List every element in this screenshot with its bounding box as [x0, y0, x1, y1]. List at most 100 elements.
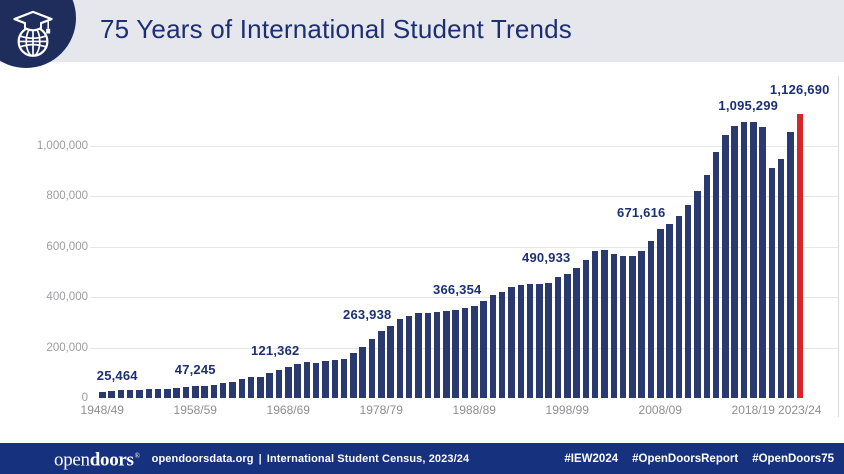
annotation-671616: 671,616 [617, 204, 666, 220]
bar-1998/99 [564, 274, 571, 398]
bar-1966/67 [266, 372, 273, 398]
x-axis-label-2018-19: 2018/19 [731, 403, 775, 417]
bar-1984/85 [433, 311, 441, 398]
bar-1959/60 [201, 385, 208, 398]
bar-1968/69 [285, 367, 292, 398]
annotation-25464: 25,464 [96, 367, 138, 383]
bar-1952/53 [136, 389, 143, 398]
y-axis-label-400000: 400,000 [46, 291, 88, 304]
y-axis-label-800000: 800,000 [46, 190, 88, 203]
bar-1988/89 [471, 305, 478, 398]
y-axis-label-600000: 600,000 [46, 240, 88, 253]
bar-2005/06 [629, 255, 636, 398]
x-axis-label-2023-24: 2023/24 [778, 403, 822, 417]
bar-1964/65 [247, 377, 255, 398]
bar-2006/07 [638, 251, 645, 398]
opendoors-logo: opendoors® [54, 447, 140, 471]
bar-1993/94 [517, 284, 524, 398]
bar-1954/55 [154, 389, 162, 398]
bar-2022/23 [787, 131, 794, 398]
bar-2010/11 [675, 215, 683, 398]
bar-2012/13 [694, 191, 701, 398]
bar-2020/21 [768, 167, 776, 398]
annotation-1126690: 1,126,690 [769, 82, 830, 98]
hashtag-1: #IEW2024 [564, 452, 619, 465]
x-axis-label-1958-59: 1958/59 [173, 403, 217, 417]
annotation-1095299: 1,095,299 [718, 97, 779, 113]
source-census: International Student Census, 2023/24 [266, 452, 470, 465]
x-axis-label-1978-79: 1978/79 [359, 403, 403, 417]
bar-2018/19 [750, 121, 757, 398]
gridline-800000 [90, 196, 838, 198]
bar-2000/01 [582, 259, 590, 398]
source-site: opendoorsdata.org [151, 452, 254, 465]
plot-right-border [838, 76, 839, 417]
bar-1962/63 [229, 381, 236, 398]
registered-mark-icon: ® [134, 452, 140, 461]
bar-2021/22 [777, 158, 785, 398]
bar-1987/88 [461, 308, 469, 398]
bar-1999/00 [573, 268, 580, 398]
bar-1985/86 [443, 311, 450, 398]
x-axis-label-1988-89: 1988/89 [452, 403, 496, 417]
bar-2013/14 [703, 174, 710, 398]
bar-1978/79 [378, 331, 385, 398]
bar-2007/08 [647, 240, 655, 398]
bar-1974/75 [340, 359, 348, 398]
bar-1972/73 [322, 361, 329, 398]
globe-graduation-svg [13, 10, 53, 57]
bar-2014/15 [712, 152, 720, 398]
logo-doors: doors [89, 449, 134, 471]
bar-2003/04 [610, 253, 617, 398]
bar-1989/90 [480, 300, 487, 398]
annotation-490933: 490,933 [522, 250, 571, 266]
bar-1969/70 [294, 363, 301, 398]
bar-2019/20 [759, 126, 766, 398]
annotation-263938: 263,938 [343, 307, 392, 323]
bar-2023/24 [796, 114, 803, 398]
bar-1995/96 [536, 283, 543, 398]
bar-1973/74 [331, 359, 338, 398]
bar-1971/72 [312, 362, 320, 398]
bar-1994/95 [526, 283, 534, 398]
bar-1975/76 [350, 352, 357, 398]
annotation-47245: 47,245 [174, 362, 216, 378]
gridline-1000000 [90, 146, 838, 147]
bar-1991/92 [498, 292, 506, 398]
source-separator: | [258, 452, 262, 465]
bar-1992/93 [508, 287, 515, 398]
bar-1955/56 [164, 388, 171, 398]
bar-1963/64 [238, 379, 245, 398]
bar-1977/78 [368, 338, 376, 398]
bar-1960/61 [210, 384, 218, 398]
bar-1981/82 [405, 315, 413, 398]
hashtag-3: #OpenDoors75 [752, 452, 834, 465]
bar-1983/84 [424, 312, 431, 398]
logo-open: open [54, 449, 90, 471]
bar-1957/58 [182, 387, 190, 398]
bar-2001/02 [591, 251, 599, 398]
page-title: 75 Years of International Student Trends [100, 14, 573, 44]
bar-2004/05 [619, 255, 627, 398]
bar-1976/77 [359, 346, 366, 398]
bar-2015/16 [722, 134, 729, 398]
bar-1951/52 [126, 390, 134, 398]
bar-1953/54 [145, 389, 152, 398]
bar-2009/10 [666, 223, 673, 398]
bar-1950/51 [117, 390, 125, 398]
bar-1967/68 [275, 370, 283, 398]
bar-1997/98 [554, 276, 562, 398]
globe-graduation-icon [0, 0, 76, 68]
bar-1979/80 [387, 325, 394, 398]
y-axis-label-1000000: 1,000,000 [36, 140, 88, 152]
bar-1965/66 [257, 377, 264, 398]
bar-1980/81 [396, 319, 404, 398]
bar-1961/62 [219, 383, 227, 398]
bar-2016/17 [731, 126, 738, 398]
bar-1949/50 [108, 391, 115, 398]
gridline-600000 [90, 246, 838, 248]
bar-1956/57 [173, 387, 180, 398]
x-axis-label-2008-09: 2008/09 [638, 403, 682, 417]
hashtags: #IEW2024 #OpenDoorsReport #OpenDoors75 [550, 453, 834, 465]
